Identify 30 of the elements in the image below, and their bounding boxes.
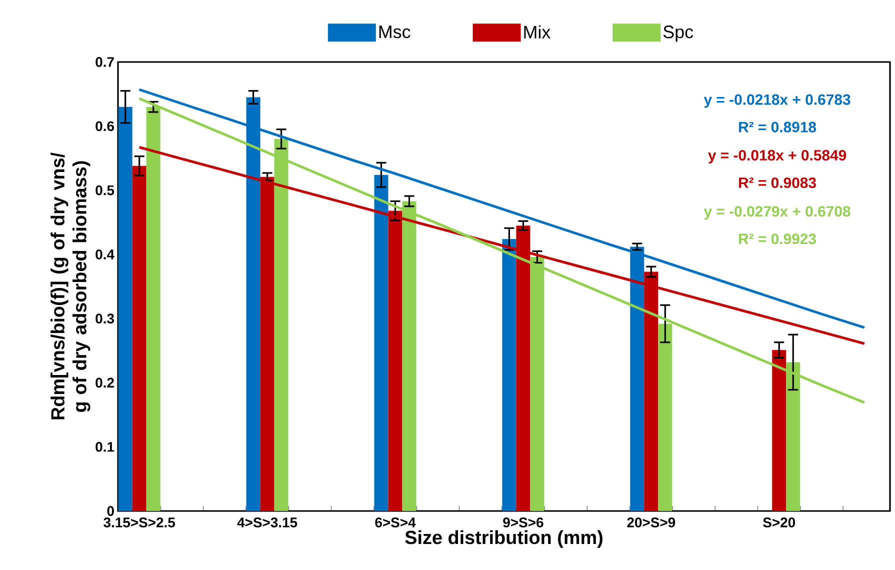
y-tick-label: 0.7: [96, 57, 114, 67]
legend-label: Spc: [663, 26, 694, 42]
bar: [502, 239, 516, 511]
x-tick-label: 4>S>3.15: [237, 518, 298, 528]
annotation: R² = 0.9083: [739, 177, 816, 188]
x-tick-label: 3.15>S>2.5: [104, 518, 176, 528]
bar: [374, 174, 388, 511]
bar: [772, 350, 786, 511]
y-tick-label: 0.1: [96, 442, 114, 452]
bar: [118, 106, 132, 511]
x-tick-label: S>20: [763, 518, 796, 528]
x-tick-label: 6>S>4: [375, 518, 416, 528]
y-axis-title: Rdm[vns/bio(f)] (g of dry vns/ g of dry adsorbed biomass): [50, 152, 90, 420]
x-axis-title: Size distribution (mm): [405, 530, 602, 548]
y-tick-label: 0.5: [96, 185, 114, 196]
y-tick-label: 0.2: [96, 378, 114, 388]
x-tick-label: 9>S>6: [503, 518, 544, 528]
annotation: R² = 0.9923: [739, 234, 816, 244]
x-tick-label: 20>S>9: [627, 518, 676, 528]
y-tick-label: 0.3: [96, 314, 114, 324]
legend-label: Msc: [379, 26, 410, 38]
y-tick-label: 0: [107, 506, 114, 516]
annotation: R² = 0.8918: [739, 122, 816, 132]
legend-label: Mix: [524, 25, 550, 38]
bar: [132, 166, 146, 511]
annotation: y = -0.0218x + 0.6783: [704, 94, 850, 108]
annotation: y = -0.0279x + 0.6708: [704, 206, 850, 220]
annotation: y = -0.018x + 0.5849: [708, 150, 846, 164]
y-tick-label: 0.6: [96, 121, 114, 132]
y-tick-label: 0.4: [96, 249, 114, 260]
